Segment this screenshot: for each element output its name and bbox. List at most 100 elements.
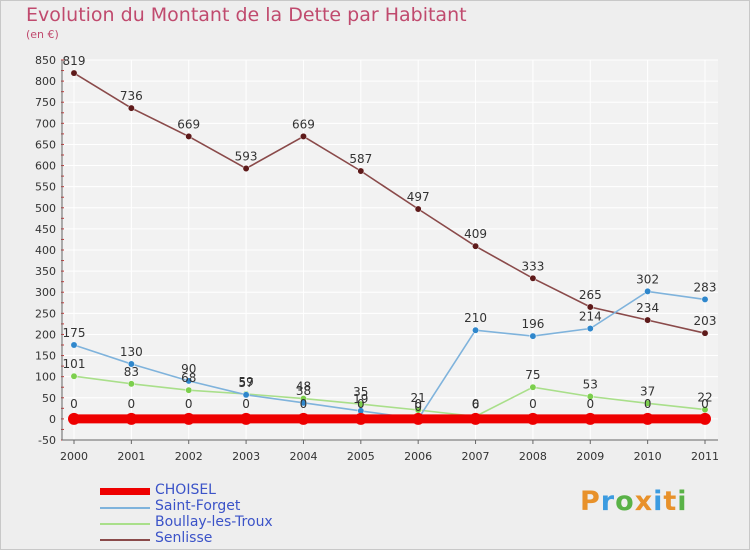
data-point — [185, 386, 193, 394]
data-label: 283 — [694, 280, 717, 294]
data-label: 302 — [636, 272, 659, 286]
data-label: 819 — [63, 54, 86, 68]
data-label: 0 — [472, 397, 480, 411]
y-tick-label: 50 — [42, 392, 56, 405]
legend-label: Senlisse — [155, 530, 213, 546]
data-point — [644, 287, 652, 295]
y-tick-label: 750 — [35, 96, 56, 109]
legend-swatch — [100, 507, 150, 509]
data-label: 75 — [525, 368, 540, 382]
y-tick-label: 0 — [49, 413, 56, 426]
line-chart: -500501001502002503003504004505005506006… — [35, 54, 719, 463]
data-point — [526, 412, 539, 425]
data-label: 48 — [296, 380, 311, 394]
data-point — [412, 412, 425, 425]
data-point — [586, 393, 594, 400]
data-label: 736 — [120, 89, 143, 103]
data-label: 214 — [579, 310, 602, 324]
data-point — [240, 412, 253, 425]
data-point — [300, 399, 307, 407]
data-point — [699, 412, 711, 425]
data-point — [644, 399, 652, 407]
data-point — [185, 377, 193, 385]
y-tick-label: 250 — [35, 307, 56, 320]
data-point — [472, 326, 479, 334]
data-point — [70, 69, 78, 77]
data-point — [584, 412, 597, 425]
data-point — [701, 295, 709, 303]
data-point — [472, 242, 479, 250]
data-point — [414, 205, 422, 213]
data-label: 90 — [181, 362, 196, 376]
y-tick-label: 600 — [35, 160, 56, 173]
data-label: 37 — [640, 384, 655, 398]
data-point — [182, 412, 195, 425]
logo-letter: i — [677, 486, 688, 517]
x-tick-label: 2007 — [462, 450, 490, 463]
x-tick-label: 2003 — [232, 450, 260, 463]
y-tick-label: 850 — [35, 54, 56, 67]
data-label: 68 — [181, 371, 196, 385]
x-tick-label: 2006 — [404, 450, 432, 463]
y-tick-label: 450 — [35, 223, 56, 236]
data-label: 35 — [353, 385, 368, 399]
data-label: 203 — [694, 314, 717, 328]
y-tick-label: 200 — [35, 328, 56, 341]
data-point — [586, 303, 594, 311]
x-tick-label: 2004 — [289, 450, 317, 463]
data-label: 669 — [177, 117, 200, 131]
data-label: 669 — [292, 117, 315, 131]
chart-title: Evolution du Montant de la Dette par Hab… — [26, 4, 467, 26]
data-label: 0 — [529, 397, 537, 411]
data-point — [701, 329, 709, 337]
data-point — [357, 400, 365, 408]
data-label: 0 — [185, 397, 193, 411]
data-point — [529, 274, 537, 282]
y-tick-label: 650 — [35, 138, 56, 151]
data-label: 22 — [697, 391, 712, 405]
data-point — [127, 360, 135, 368]
data-point — [185, 132, 193, 140]
data-label: 593 — [235, 150, 258, 164]
data-point — [644, 316, 652, 324]
logo-letter: o — [615, 486, 635, 517]
chart-unit-label: (en €) — [26, 28, 59, 41]
data-label: 0 — [414, 397, 422, 411]
data-point — [469, 412, 482, 425]
data-point — [70, 341, 78, 349]
legend-label: Saint-Forget — [155, 498, 241, 514]
logo-letter: i — [653, 486, 664, 517]
x-tick-label: 2009 — [576, 450, 604, 463]
logo-letter: t — [663, 486, 678, 517]
data-point — [242, 165, 250, 172]
x-tick-label: 2000 — [60, 450, 88, 463]
data-label: 0 — [586, 397, 594, 411]
data-label: 0 — [357, 397, 365, 411]
data-label: 497 — [407, 190, 430, 204]
x-tick-label: 2010 — [634, 450, 662, 463]
y-tick-label: 150 — [35, 350, 56, 363]
data-label: 38 — [296, 384, 311, 398]
data-label: 587 — [349, 152, 372, 166]
y-tick-label: 400 — [35, 244, 56, 257]
data-label: 210 — [464, 311, 487, 325]
data-point — [242, 391, 250, 399]
data-point — [354, 412, 367, 425]
data-point — [127, 380, 135, 388]
y-tick-label: 550 — [35, 181, 56, 194]
data-label: 196 — [521, 317, 544, 331]
data-point — [127, 104, 135, 112]
y-tick-label: 350 — [35, 265, 56, 278]
data-point — [125, 412, 138, 425]
series-line — [73, 375, 706, 418]
data-label: 175 — [63, 326, 86, 340]
data-label: 19 — [353, 392, 368, 406]
y-tick-label: 700 — [35, 117, 56, 130]
data-point — [68, 412, 80, 425]
data-point — [701, 406, 709, 414]
logo-letter: r — [600, 486, 616, 517]
data-point — [529, 383, 537, 391]
data-label: 265 — [579, 288, 602, 302]
data-point — [586, 325, 594, 332]
data-label: 409 — [464, 227, 487, 241]
